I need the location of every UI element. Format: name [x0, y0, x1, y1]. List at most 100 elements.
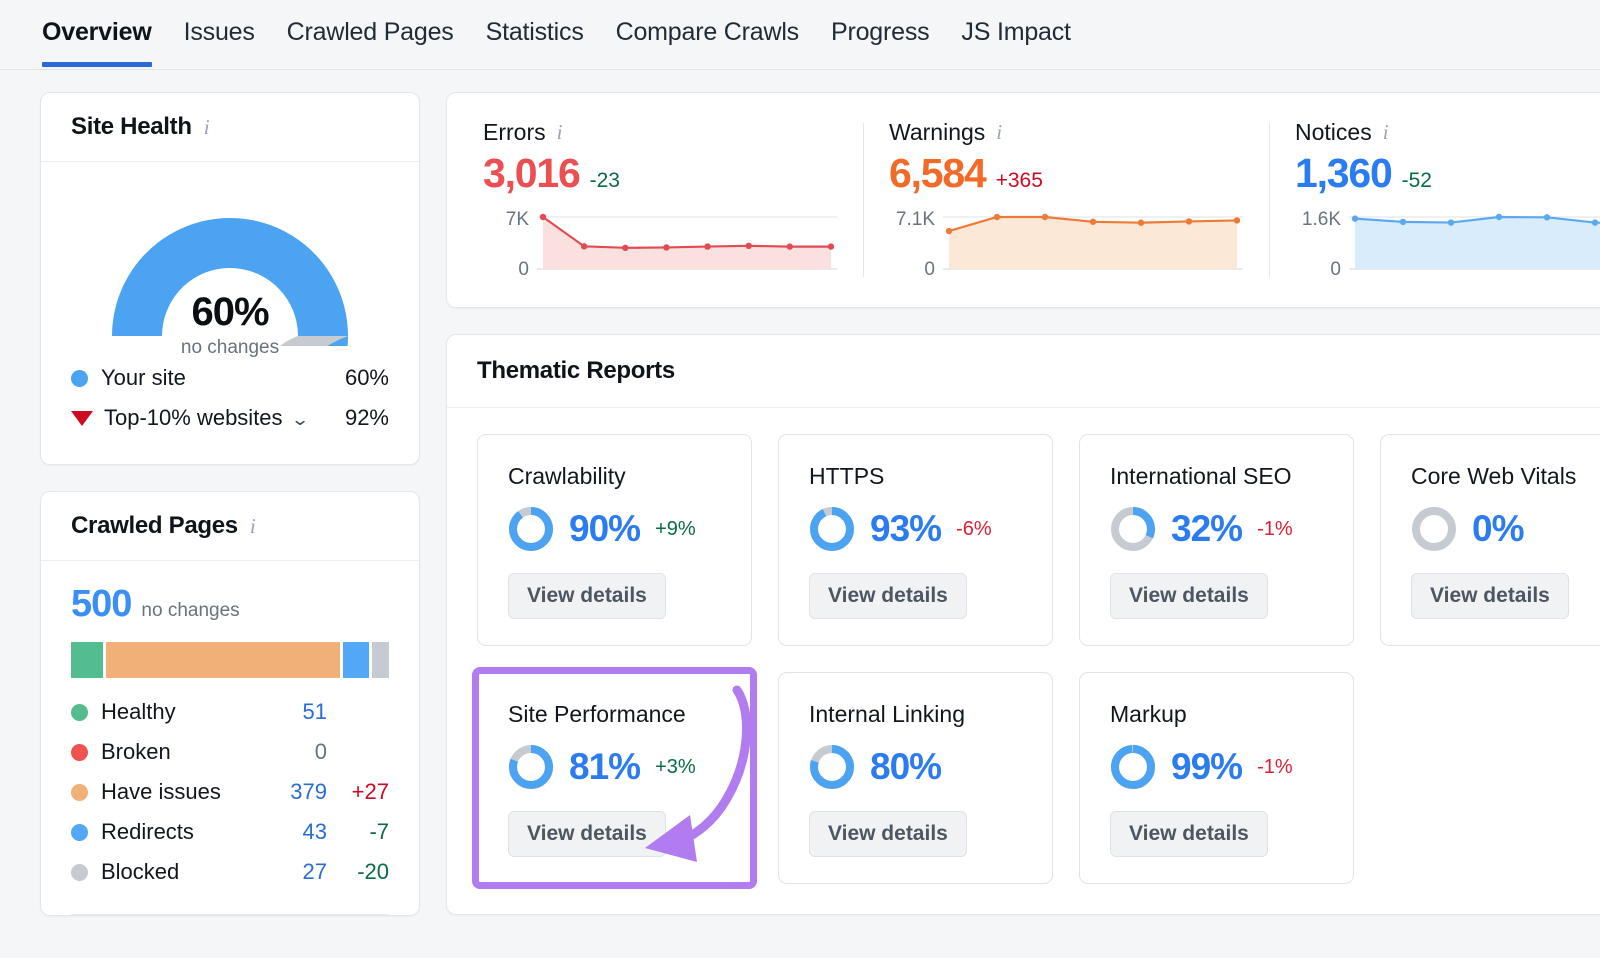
- crawled-pages-row[interactable]: Redirects 43 -7: [71, 812, 389, 852]
- info-icon[interactable]: i: [556, 120, 563, 144]
- info-icon[interactable]: i: [203, 114, 210, 139]
- stat-header: Errors i: [483, 119, 837, 146]
- sparkline-point: [1447, 219, 1455, 226]
- progress-donut-icon: [810, 745, 854, 789]
- crawled-pages-title: Crawled Pages: [71, 512, 238, 539]
- info-icon[interactable]: i: [996, 120, 1003, 144]
- dashboard-body: Site Health i 60% no changes Your site 60…: [0, 70, 1600, 916]
- thematic-card-metric: 32% -1%: [1110, 506, 1323, 552]
- sparkline-point: [622, 244, 629, 252]
- thematic-card-percent: 32%: [1171, 508, 1243, 549]
- view-details-button[interactable]: View details: [1110, 573, 1268, 619]
- crawled-pages-row[interactable]: Healthy 51: [71, 692, 389, 732]
- sparkline-svg: [537, 213, 837, 270]
- thematic-card-core-web-vitals[interactable]: Core Web Vitals 0% View details: [1380, 434, 1600, 646]
- thematic-card-internal-linking[interactable]: Internal Linking 80% View details: [778, 672, 1053, 884]
- sparkline-point: [704, 243, 711, 250]
- stat-sparkline: 1.6K 0: [1295, 209, 1600, 281]
- thematic-card-https[interactable]: HTTPS 93% -6% View details: [778, 434, 1053, 646]
- crawled-pages-stacked-bar: [71, 642, 389, 678]
- thematic-card-percent: 90%: [569, 508, 641, 549]
- sparkline-point: [539, 213, 547, 221]
- progress-donut-icon: [509, 745, 553, 789]
- thematic-card-markup[interactable]: Markup 99% -1% View details: [1079, 672, 1354, 884]
- left-column: Site Health i 60% no changes Your site 60…: [40, 92, 420, 916]
- tab-issues[interactable]: Issues: [183, 18, 255, 46]
- thematic-card-percent: 80%: [870, 746, 942, 787]
- crawled-pages-total: 500 no changes: [71, 583, 389, 626]
- legend-dot-icon: [71, 369, 88, 387]
- main-tab-bar: Overview Issues Crawled Pages Statistics Com…: [0, 0, 1600, 70]
- crawled-pages-row[interactable]: Blocked 27 -20: [71, 852, 389, 892]
- view-details-button[interactable]: View details: [508, 573, 666, 619]
- stat-delta: -52: [1401, 169, 1432, 192]
- stat-sparkline: 7.1K 0: [889, 209, 1243, 281]
- tab-overview[interactable]: Overview: [40, 18, 168, 67]
- issue-summary-card: Errors i 3,016 -23 7K 0 Warnings i 6,584 +365 7.1K…: [446, 92, 1600, 308]
- view-details-button[interactable]: View details: [809, 811, 967, 857]
- sparkline-point: [580, 243, 588, 250]
- axis-tick-top: 7.1K: [895, 209, 935, 230]
- chevron-down-icon[interactable]: ⌄: [290, 410, 310, 429]
- tab-progress[interactable]: Progress: [830, 18, 930, 46]
- view-details-button[interactable]: View details: [1411, 573, 1569, 619]
- view-details-button[interactable]: View details: [809, 573, 967, 619]
- thematic-card-percent: 81%: [569, 746, 641, 787]
- progress-donut-icon: [810, 507, 854, 551]
- tab-crawled-pages[interactable]: Crawled Pages: [286, 18, 454, 46]
- thematic-card-international-seo[interactable]: International SEO 32% -1% View details: [1079, 434, 1354, 646]
- info-icon[interactable]: i: [249, 513, 256, 538]
- site-health-card: Site Health i 60% no changes Your site 60…: [40, 92, 420, 465]
- crawled-pages-row-count: 43: [302, 819, 327, 844]
- thematic-card-site-performance[interactable]: Site Performance 81% +3% View details: [472, 667, 757, 889]
- crawled-pages-bar-segment: [105, 642, 340, 678]
- crawled-pages-row-delta: -20: [357, 859, 389, 884]
- site-health-legend: Your site 60% Top-10% websites ⌄ 92%: [41, 352, 419, 464]
- thematic-card-percent: 0%: [1472, 508, 1524, 549]
- sparkline-point: [1137, 219, 1145, 226]
- stat-delta: +365: [995, 169, 1043, 192]
- tab-statistics[interactable]: Statistics: [485, 18, 584, 46]
- thematic-card-crawlability[interactable]: Crawlability 90% +9% View details: [477, 434, 752, 646]
- thematic-card-percent: 93%: [870, 508, 942, 549]
- crawled-pages-row-label: Blocked: [101, 859, 180, 884]
- sparkline-point: [1233, 217, 1241, 224]
- stat-value-row: 3,016 -23: [483, 150, 837, 197]
- thematic-card-title: HTTPS: [809, 463, 885, 489]
- thematic-card-title: Site Performance: [508, 701, 686, 727]
- tab-compare-crawls[interactable]: Compare Crawls: [615, 18, 800, 46]
- site-health-legend-row[interactable]: Top-10% websites ⌄ 92%: [71, 398, 389, 438]
- stat-value: 3,016: [483, 150, 581, 196]
- gauge-svg: [112, 218, 348, 346]
- progress-donut-icon: [1111, 507, 1155, 551]
- crawled-pages-row[interactable]: Broken 0: [71, 732, 389, 772]
- crawled-pages-row-delta: +27: [351, 779, 389, 804]
- progress-donut-icon: [1111, 745, 1155, 789]
- thematic-card-delta: +9%: [655, 517, 696, 540]
- thematic-card-metric: 81% +3%: [508, 744, 721, 790]
- progress-donut-icon: [509, 507, 553, 551]
- stat-value: 6,584: [889, 150, 987, 196]
- sparkline-point: [1185, 218, 1193, 225]
- thematic-card-delta: -1%: [1257, 755, 1293, 778]
- divider: [71, 914, 389, 915]
- tab-js-impact[interactable]: JS Impact: [961, 18, 1071, 46]
- crawled-pages-row[interactable]: Have issues 379 +27: [71, 772, 389, 812]
- sparkline-point: [663, 244, 670, 251]
- site-health-legend-row: Your site 60%: [71, 358, 389, 398]
- thematic-reports-grid: Crawlability 90% +9% View details HTTPS 93% -6…: [447, 408, 1600, 914]
- view-details-button[interactable]: View details: [1110, 811, 1268, 857]
- info-icon[interactable]: i: [1382, 120, 1389, 144]
- right-column: Errors i 3,016 -23 7K 0 Warnings i 6,584 +365 7.1K…: [446, 92, 1600, 915]
- stat-value-row: 6,584 +365: [889, 150, 1243, 197]
- thematic-card-metric: 93% -6%: [809, 506, 1022, 552]
- site-health-legend-label: Top-10% websites ⌄: [104, 405, 345, 431]
- crawled-pages-row-label: Healthy: [101, 699, 176, 724]
- thematic-card-title: Markup: [1110, 701, 1187, 727]
- stat-value: 1,360: [1295, 150, 1393, 196]
- sparkline-axis: 1.6K 0: [1295, 209, 1349, 281]
- crawled-pages-row-label: Redirects: [101, 819, 194, 844]
- sparkline-point: [945, 227, 953, 235]
- site-health-legend-value: 60%: [344, 365, 389, 390]
- view-details-button[interactable]: View details: [508, 811, 666, 857]
